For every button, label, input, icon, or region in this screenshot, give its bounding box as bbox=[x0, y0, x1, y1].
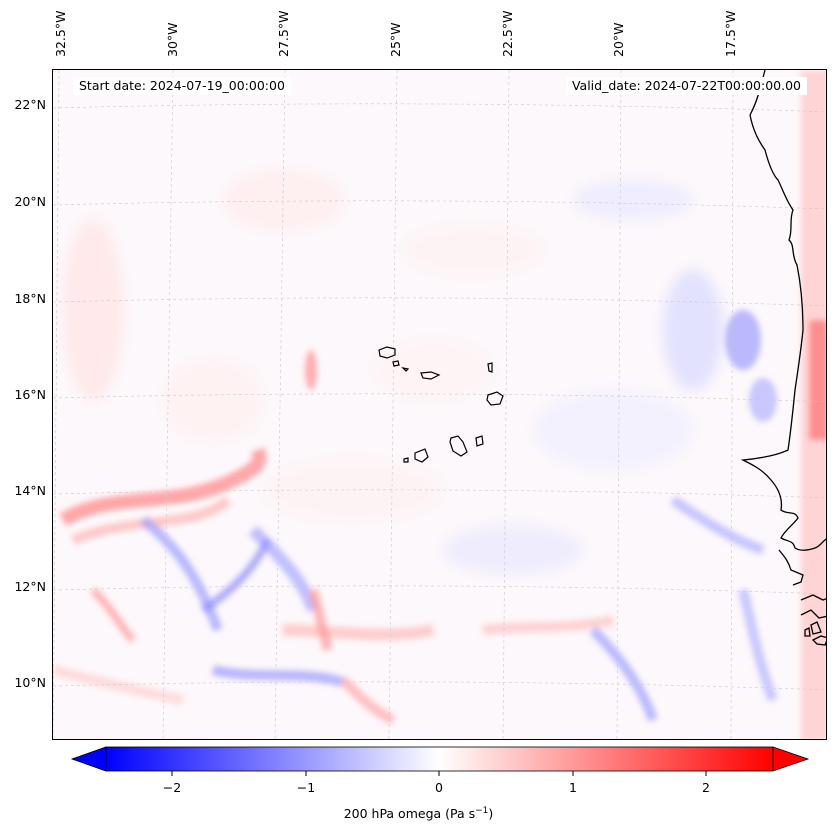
strong-omega-anomalies bbox=[53, 70, 826, 739]
weak-omega-anomalies bbox=[63, 170, 723, 575]
gridlines bbox=[53, 70, 826, 739]
lat-tick-label: 14°N bbox=[14, 483, 46, 498]
colorbar-tick-marks bbox=[171, 771, 707, 776]
colorbar-tick-label: 2 bbox=[702, 780, 710, 795]
colorbar-min-extend bbox=[70, 746, 107, 772]
colorbar-label-end: ) bbox=[488, 806, 494, 822]
lat-tick-label: 10°N bbox=[14, 675, 46, 690]
colorbar-gradient bbox=[105, 746, 774, 772]
lon-tick-label: 20°W bbox=[611, 22, 626, 57]
colorbar-tick-label: −2 bbox=[162, 780, 182, 795]
colorbar-label: 200 hPa omega (Pa s−1) bbox=[0, 806, 837, 821]
lat-tick-label: 12°N bbox=[14, 579, 46, 594]
africa-coastline bbox=[740, 70, 826, 646]
colorbar-label-main: 200 hPa omega (Pa s bbox=[343, 806, 476, 822]
colorbar-max-extend bbox=[772, 746, 810, 772]
start-date-label: Start date: 2024-07-19_00:00:00 bbox=[73, 77, 291, 95]
omega-field-map bbox=[53, 70, 826, 739]
colorbar-label-exponent: −1 bbox=[475, 806, 489, 816]
lat-tick-label: 18°N bbox=[14, 291, 46, 306]
lat-tick-label: 22°N bbox=[14, 97, 46, 112]
lat-tick-label: 20°N bbox=[14, 194, 46, 209]
lon-tick-label: 17.5°W bbox=[723, 10, 738, 57]
lon-tick-label: 25°W bbox=[388, 22, 403, 57]
colorbar-tick-label: 1 bbox=[569, 780, 577, 795]
valid-date-label: Valid_date: 2024-07-22T00:00:00.00 bbox=[565, 77, 807, 95]
lon-tick-label: 32.5°W bbox=[53, 10, 68, 57]
lon-tick-label: 27.5°W bbox=[276, 10, 291, 57]
lat-tick-label: 16°N bbox=[14, 387, 46, 402]
cabo-verde-islands bbox=[378, 346, 504, 463]
lon-tick-label: 30°W bbox=[165, 22, 180, 57]
colorbar-tick-label: 0 bbox=[435, 780, 443, 795]
colorbar bbox=[70, 746, 810, 776]
lon-tick-label: 22.5°W bbox=[500, 10, 515, 57]
map-panel bbox=[52, 69, 827, 740]
colorbar-tick-label: −1 bbox=[296, 780, 316, 795]
